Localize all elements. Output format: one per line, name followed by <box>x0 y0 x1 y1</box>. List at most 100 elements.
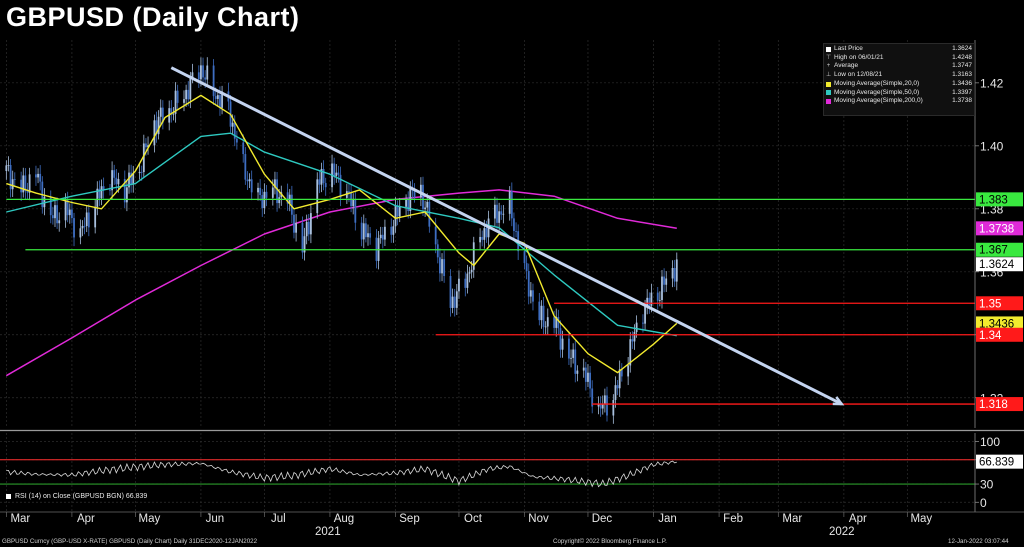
month-label: Mar <box>10 513 30 525</box>
price-candle-body <box>481 236 484 240</box>
rsi-legend-swatch <box>6 494 11 499</box>
month-label: Aug <box>334 513 354 525</box>
price-candle-body <box>261 195 264 209</box>
price-candle-body <box>221 91 223 108</box>
price-candle-body <box>601 403 604 409</box>
month-label: Mar <box>782 513 802 525</box>
price-candle-body <box>307 221 310 235</box>
price-candle-body <box>464 278 467 288</box>
price-candle-body <box>612 400 615 416</box>
axis-layer: 1.421.401.381.361.341.3210070300MarAprMa… <box>0 40 1024 538</box>
price-candle-body <box>286 192 289 204</box>
price-candle-body <box>7 164 10 166</box>
price-candle-body <box>591 388 594 407</box>
footer-source: GBPUSD Curncy (GBP-USD X-RATE) GBPUSD (D… <box>2 538 258 545</box>
price-candle-body <box>587 372 589 382</box>
price-candle-body <box>216 95 219 99</box>
price-candle-body <box>500 211 503 215</box>
month-label: Nov <box>528 513 549 525</box>
price-candle-body <box>161 107 164 123</box>
price-candle-body <box>257 187 259 193</box>
legend-label: Moving Average(Simple,20,0) <box>834 79 920 87</box>
price-candle-body <box>250 179 253 193</box>
price-tag-bg <box>976 316 1023 331</box>
rsi-panel-bg <box>0 433 975 512</box>
price-candle-body <box>244 154 247 180</box>
month-label: Oct <box>464 513 483 525</box>
price-candle-body <box>318 179 321 185</box>
price-tick-label: 1.42 <box>980 76 1004 90</box>
price-candle-body <box>11 179 14 190</box>
price-candle-body <box>597 403 600 407</box>
legend-glyph-icon: ⊤ <box>826 54 832 61</box>
price-candle-body <box>348 191 350 194</box>
price-candle-body <box>132 173 135 185</box>
month-label: Apr <box>849 513 867 525</box>
price-candle-body <box>58 220 61 224</box>
price-candle-body <box>618 369 621 389</box>
price-candle-body <box>496 204 498 223</box>
price-candle-body <box>544 326 547 328</box>
price-candle-body <box>392 226 395 235</box>
price-candle-body <box>96 188 99 207</box>
chart-legend: Last Price 1.3624 ⊤ High on 06/01/21 1.4248 +… <box>823 43 975 116</box>
price-candle-body <box>362 223 365 240</box>
legend-label: High on 06/01/21 <box>834 53 884 61</box>
price-candle-body <box>443 259 446 277</box>
price-candle-body <box>572 349 575 358</box>
price-candle-body <box>381 234 384 240</box>
price-candle-body <box>422 184 424 210</box>
price-candle-body <box>333 163 336 177</box>
price-candle-body <box>413 190 416 198</box>
price-candle-body <box>159 107 162 117</box>
price-candle-body <box>419 184 422 198</box>
price-candle-body <box>589 372 591 389</box>
price-candle-body <box>66 200 69 216</box>
month-label: Apr <box>77 513 95 525</box>
trendline-arrowhead <box>832 396 845 406</box>
price-candle-body <box>172 113 175 115</box>
price-candle-body <box>570 357 572 359</box>
price-candle-body <box>599 403 602 409</box>
rsi-tag-bg <box>976 454 1023 469</box>
price-candle-body <box>22 175 25 193</box>
price-candle-body <box>49 196 52 216</box>
price-candle-body <box>83 225 86 227</box>
price-candle-body <box>538 301 541 321</box>
price-candle-body <box>532 290 534 302</box>
price-tag-bg <box>976 221 1023 236</box>
price-candle-body <box>43 196 46 208</box>
price-candle-body <box>546 317 549 327</box>
rsi-line <box>6 460 677 488</box>
price-candle-body <box>191 72 194 79</box>
level-tag-label: 1.34 <box>979 330 1002 342</box>
price-candle-body <box>671 267 674 279</box>
price-candle-body <box>87 212 90 228</box>
price-candle-body <box>525 263 528 272</box>
price-candle-body <box>235 138 238 143</box>
price-candle-body <box>468 272 471 274</box>
legend-swatch <box>826 81 831 87</box>
legend-row: + Average 1.3747 <box>826 62 972 71</box>
price-candle-body <box>157 116 160 135</box>
price-candle-body <box>360 222 363 240</box>
legend-value: 1.3624 <box>952 45 972 52</box>
legend-swatch <box>826 99 831 105</box>
price-candle-body <box>627 365 630 377</box>
price-candle-body <box>295 222 297 233</box>
price-candle-body <box>28 174 31 193</box>
price-candle-body <box>663 276 665 285</box>
legend-glyph-icon: + <box>826 63 831 70</box>
price-candle-body <box>5 165 8 172</box>
price-candle-body <box>20 179 23 193</box>
price-candle-body <box>189 78 192 100</box>
price-candle-body <box>79 228 82 238</box>
price-candle-body <box>170 108 173 115</box>
price-candle-body <box>502 213 505 215</box>
price-candle-body <box>35 174 37 178</box>
price-candle-body <box>335 172 338 177</box>
footer-timestamp: 12-Jan-2022 03:07:44 <box>948 538 1009 545</box>
level-tag-bg <box>976 242 1023 257</box>
month-label: Jan <box>658 513 677 525</box>
